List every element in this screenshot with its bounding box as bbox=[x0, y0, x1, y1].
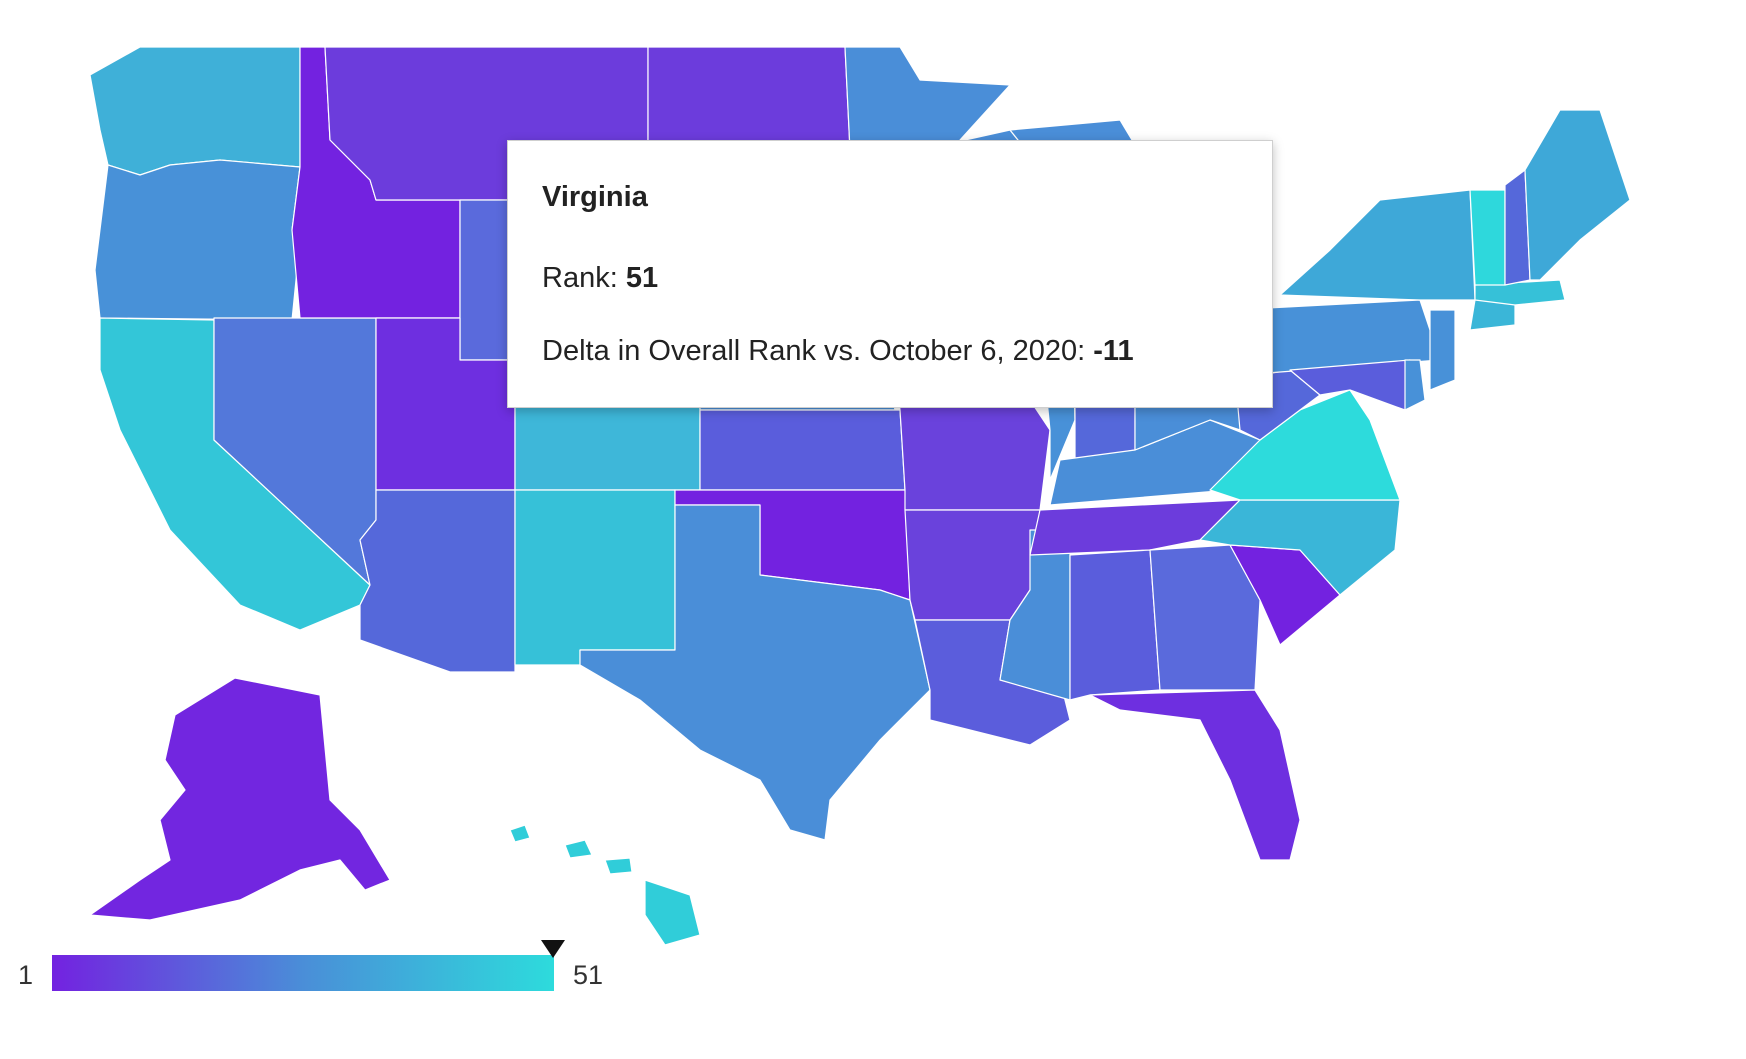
state-maine[interactable] bbox=[1524, 109, 1631, 281]
state-texas[interactable] bbox=[579, 504, 931, 841]
state-hawaii[interactable] bbox=[509, 824, 701, 946]
state-georgia[interactable] bbox=[1149, 544, 1261, 691]
state-maryland[interactable] bbox=[1289, 359, 1411, 411]
tooltip-rank-value: 51 bbox=[625, 262, 659, 294]
state-north-carolina[interactable] bbox=[1199, 499, 1401, 596]
tooltip-state-name: Virginia bbox=[542, 181, 648, 213]
legend-min-label: 1 bbox=[18, 960, 34, 990]
tooltip-delta-value: -11 bbox=[1093, 335, 1134, 367]
state-new-mexico[interactable] bbox=[514, 489, 676, 666]
legend-gradient-bar bbox=[52, 955, 554, 991]
state-washington[interactable] bbox=[89, 46, 301, 176]
state-north-dakota[interactable] bbox=[647, 46, 851, 151]
color-legend: 1 51 bbox=[0, 940, 700, 1000]
tooltip-rank-label: Rank: bbox=[542, 262, 626, 294]
state-kansas[interactable] bbox=[699, 409, 906, 491]
tooltip-delta-label: Delta in Overall Rank vs. October 6, 202… bbox=[542, 335, 1094, 367]
state-new-york[interactable] bbox=[1279, 189, 1476, 301]
state-delaware[interactable] bbox=[1404, 359, 1426, 411]
state-arkansas[interactable] bbox=[904, 509, 1041, 621]
state-massachusetts[interactable] bbox=[1474, 279, 1566, 306]
state-alabama[interactable] bbox=[1069, 549, 1161, 701]
state-florida[interactable] bbox=[1089, 689, 1301, 861]
tooltip-delta: Delta in Overall Rank vs. October 6, 202… bbox=[542, 335, 1238, 368]
state-tooltip: Virginia Rank: 51 Delta in Overall Rank … bbox=[507, 140, 1273, 408]
tooltip-rank: Rank: 51 bbox=[542, 262, 1238, 295]
legend-max-label: 51 bbox=[573, 960, 604, 990]
state-alaska[interactable] bbox=[89, 677, 391, 921]
state-new-jersey[interactable] bbox=[1429, 309, 1456, 391]
state-arizona[interactable] bbox=[359, 489, 516, 673]
state-vermont[interactable] bbox=[1469, 189, 1506, 286]
state-oregon[interactable] bbox=[94, 159, 301, 321]
state-tennessee[interactable] bbox=[1029, 499, 1241, 556]
legend-marker-icon bbox=[541, 940, 565, 958]
